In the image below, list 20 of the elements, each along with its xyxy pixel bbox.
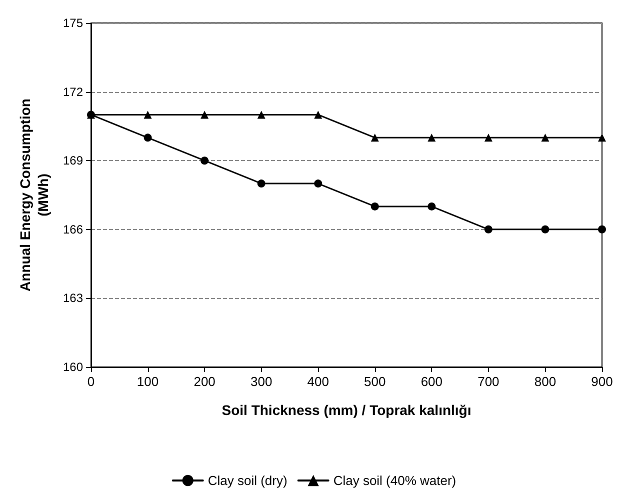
x-tick-label: 400 — [307, 374, 329, 389]
y-axis-title: Annual Energy Consumption (MWh) — [17, 98, 52, 292]
x-tick-label: 200 — [194, 374, 216, 389]
x-tick-label: 600 — [420, 374, 443, 389]
x-tick-label: 0 — [87, 374, 95, 389]
y-tick-label: 169 — [62, 154, 84, 168]
y-tick-label: 175 — [62, 16, 84, 30]
x-tick-label: 800 — [534, 374, 556, 389]
x-tick-label: 700 — [478, 374, 500, 389]
y-tick-label: 172 — [62, 84, 84, 99]
x-tick-label: 300 — [250, 374, 272, 389]
x-tick-label: 900 — [591, 374, 613, 389]
x-axis-title: Soil Thickness (mm) / Toprak kalınlığı — [222, 402, 472, 418]
y-tick-label: 160 — [62, 360, 84, 374]
x-tick-label: 100 — [136, 374, 159, 389]
y-tick-label: 163 — [62, 291, 84, 306]
x-tick-label: 500 — [364, 374, 386, 389]
y-tick-label: 166 — [62, 222, 84, 236]
legend-label: Clay soil (40% water) — [333, 473, 456, 488]
legend-label: Clay soil (dry) — [208, 473, 288, 488]
